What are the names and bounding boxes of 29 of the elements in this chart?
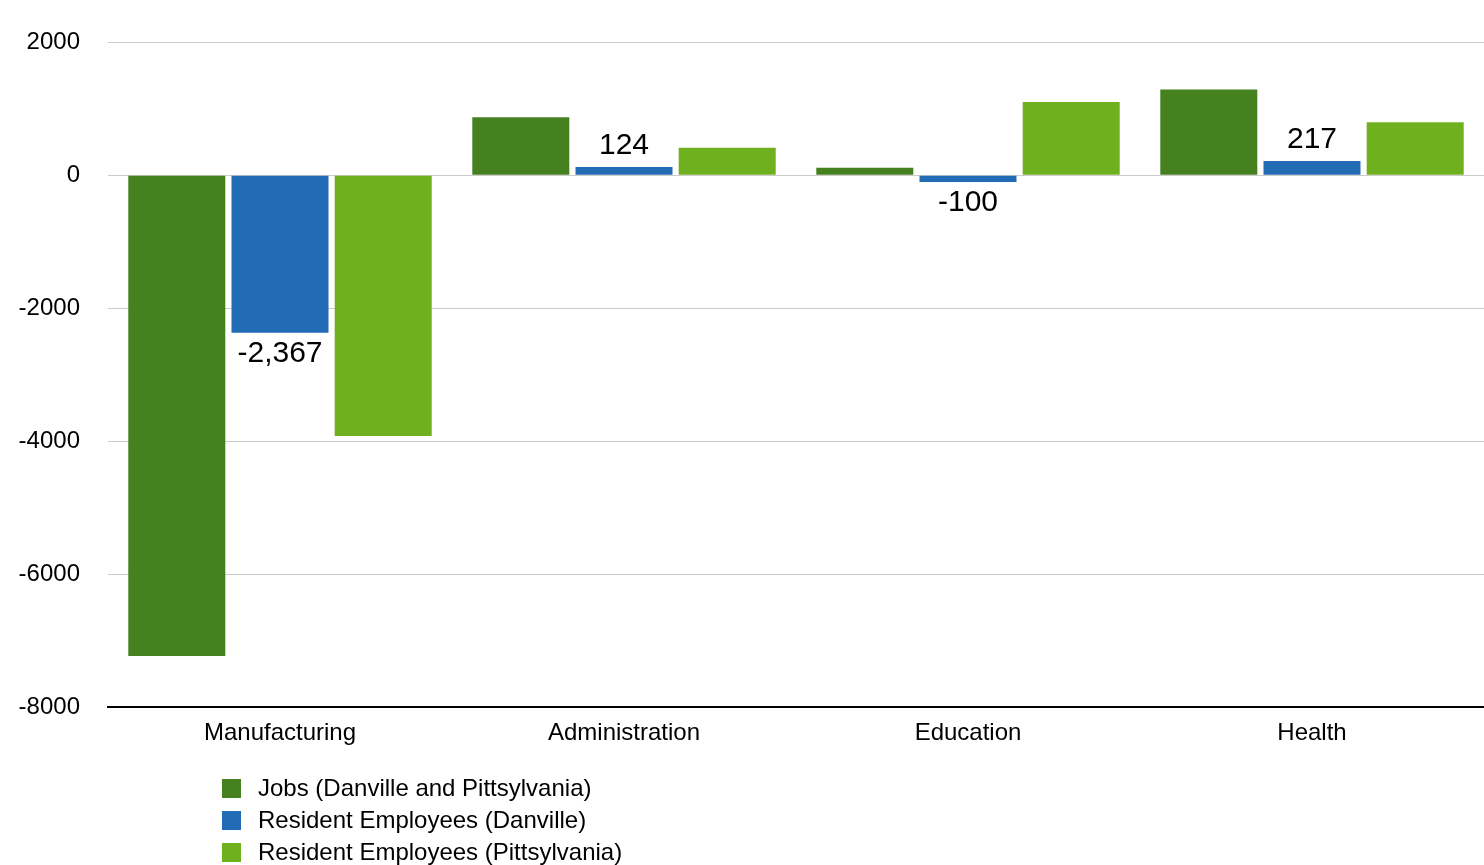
y-tick-label: -2000 — [18, 292, 80, 320]
data-label: -2,367 — [237, 334, 323, 368]
bar — [231, 175, 329, 333]
x-tick-label: Health — [1277, 718, 1347, 746]
data-label: 217 — [1286, 121, 1338, 155]
legend-label: Resident Employees (Danville) — [258, 806, 587, 834]
y-tick-label: 0 — [66, 159, 80, 187]
y-tick-label: 2000 — [26, 27, 80, 55]
data-label: -100 — [937, 184, 999, 218]
legend-label: Resident Employees (Pittsylvania) — [258, 838, 623, 865]
bar — [575, 167, 673, 175]
bar — [472, 117, 570, 175]
legend-label: Jobs (Danville and Pittsylvania) — [258, 774, 592, 802]
bar — [334, 175, 432, 436]
y-tick-label: -6000 — [18, 558, 80, 586]
bar — [1160, 89, 1258, 175]
y-tick-label: -4000 — [18, 425, 80, 453]
bar — [678, 147, 776, 175]
bar — [919, 175, 1017, 183]
x-tick-label: Manufacturing — [203, 718, 357, 746]
x-tick-label: Administration — [547, 718, 701, 746]
bar — [1263, 160, 1361, 175]
bar — [816, 167, 914, 175]
y-tick-label: -8000 — [18, 691, 80, 719]
bar — [1022, 101, 1120, 175]
x-tick-label: Education — [914, 718, 1022, 746]
bar — [1366, 122, 1464, 175]
bar — [128, 175, 226, 657]
data-label: 124 — [598, 127, 650, 161]
